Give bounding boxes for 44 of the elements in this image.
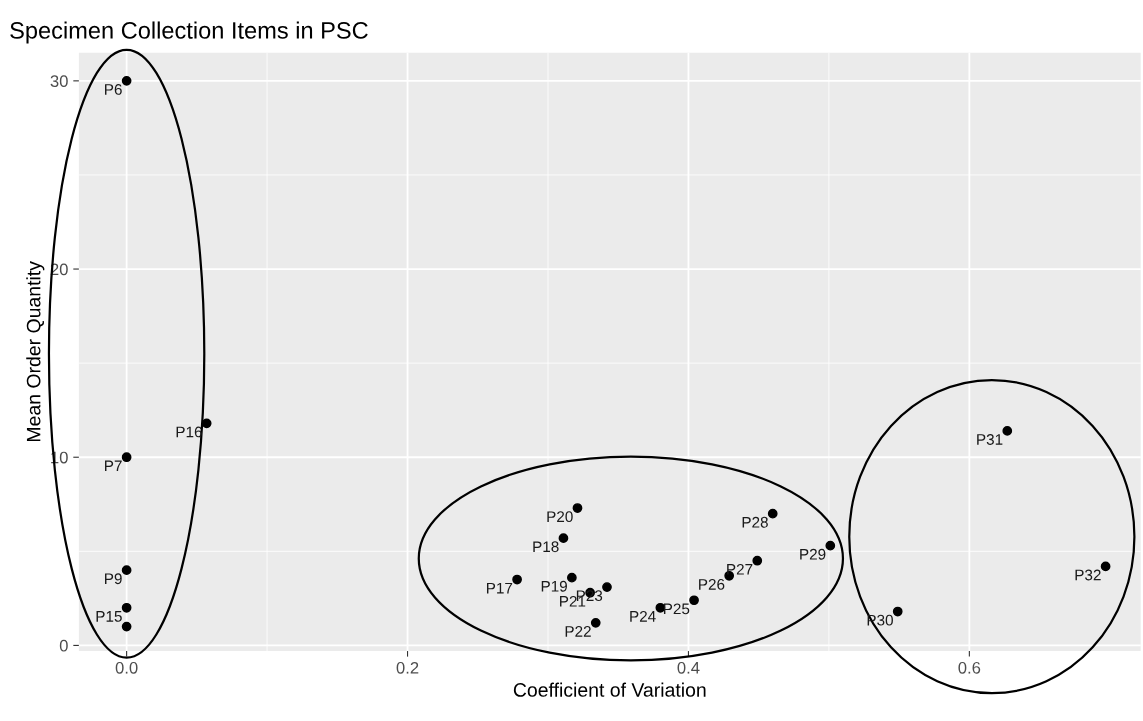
annotation: P22 [565,626,591,637]
annotation: P18 [533,541,559,553]
annotation: P15 [96,611,122,622]
point [767,508,778,519]
point [121,621,132,632]
annotation: P9 [105,573,122,585]
y-tick-label: 30 [50,75,68,88]
annotation: P28 [742,516,768,528]
annotation: P20 [547,511,573,523]
annotation: P17 [486,582,513,594]
point [689,595,699,606]
point [752,555,763,566]
annotation: P26 [699,578,725,590]
x-axis-title: Coefficient of Variation [513,682,706,697]
point [602,582,612,592]
x-tick-label: 0.6 [958,661,981,674]
point [121,565,132,576]
annotation: P7 [105,460,122,472]
annotation: P24 [630,610,656,622]
point [512,574,522,585]
point [892,606,903,617]
annotation: P27 [727,563,753,575]
annotation: P32 [1075,569,1101,581]
y-tick-label: 0 [59,639,68,652]
chart-title: Specimen Collection Items in PSC [10,21,368,44]
point [121,602,132,613]
annotation: P25 [663,603,690,615]
x-tick-label: 0.4 [677,661,700,674]
point [558,533,569,544]
annotation: P19 [541,580,567,592]
point [1100,561,1111,572]
annotation: P6 [105,84,122,95]
y-axis-title: Mean Order Quantity [26,261,45,442]
x-tick-label: 0.0 [115,661,138,674]
annotation: P31 [977,434,1003,445]
point [825,540,836,551]
annotation: P29 [800,548,826,560]
point [590,617,601,628]
x-tick-label: 0.2 [396,661,419,674]
point [1002,426,1013,436]
point [121,75,132,86]
point [572,503,583,513]
point [121,452,132,463]
point [567,572,577,583]
